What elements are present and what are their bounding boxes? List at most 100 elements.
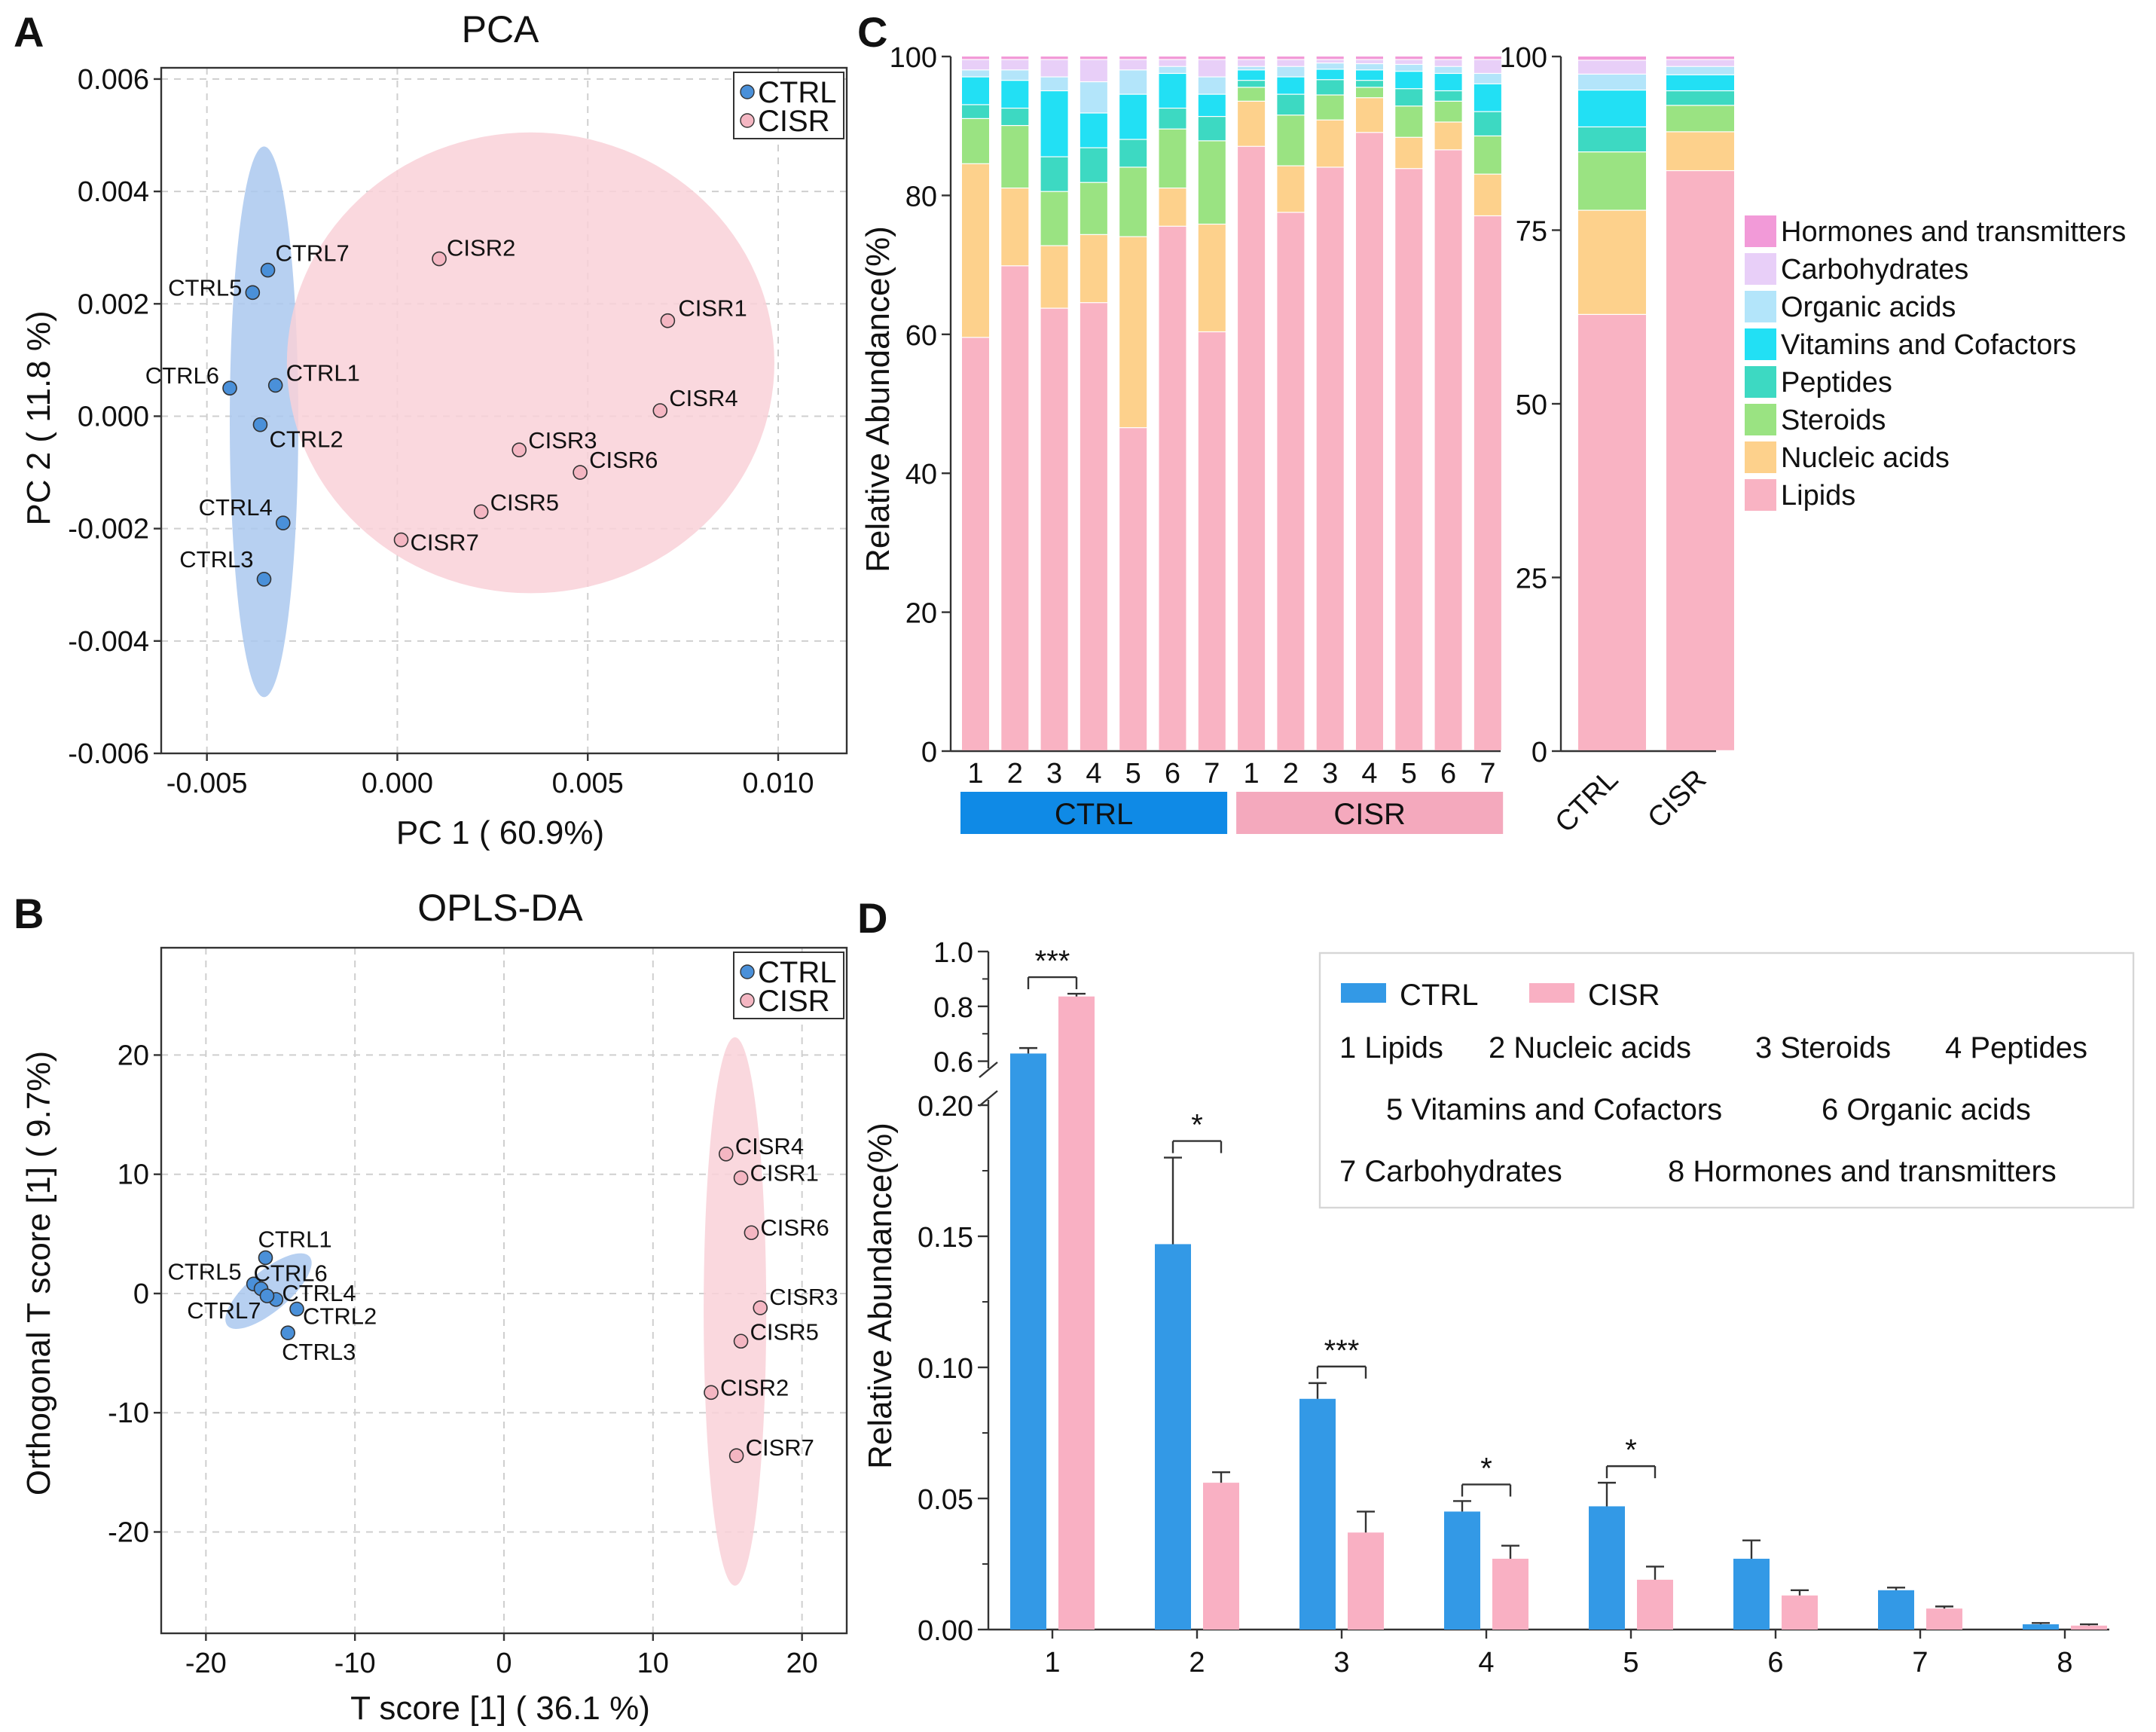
bar-segment-vitamins-and-cofactors: [1277, 77, 1305, 94]
c-summary-y-tick-label: 75: [1516, 216, 1547, 248]
bar-segment-vitamins-and-cofactors: [1040, 91, 1068, 157]
bar-segment-steroids: [1395, 106, 1423, 137]
point-label-cisr7: CISR7: [746, 1434, 814, 1461]
bar-segment-hormones-and-transmitters: [1316, 57, 1344, 60]
data-point-cisr1: [660, 313, 676, 328]
bar-segment-steroids: [1434, 101, 1462, 122]
bar-cisr-4: [1492, 1559, 1528, 1630]
summary-segment-hormones-and-transmitters: [1578, 57, 1646, 60]
bar-segment-carbohydrates: [1473, 60, 1501, 73]
data-point-cisr6: [573, 465, 588, 480]
bar-segment-nucleic-acids: [1395, 137, 1423, 169]
legend-box: [733, 72, 844, 139]
c-sample-label: 2: [1007, 758, 1023, 790]
bar-segment-organic-acids: [1080, 82, 1107, 113]
bar-segment-carbohydrates: [1080, 60, 1107, 81]
point-label-ctrl4: CTRL4: [199, 494, 273, 521]
bar-ctrl-7: [1878, 1590, 1914, 1630]
point-label-cisr3: CISR3: [528, 427, 597, 454]
point-label-cisr2: CISR2: [447, 235, 515, 261]
bar-segment-hormones-and-transmitters: [1159, 57, 1186, 60]
x-tick-label: 0.005: [552, 768, 624, 799]
c-legend-swatch: [1745, 328, 1776, 360]
bar-cisr-7: [1926, 1608, 1962, 1630]
y-tick-label: 0.004: [78, 176, 149, 208]
point-label-cisr6: CISR6: [589, 447, 658, 473]
bar-segment-lipids: [1198, 332, 1226, 750]
d-x-tick-label: 8: [2057, 1647, 2072, 1679]
bar-ctrl-3: [1299, 1398, 1336, 1630]
y-tick-label: 0.000: [78, 401, 149, 432]
data-point-ctrl2: [289, 1301, 304, 1317]
bar-cisr-2: [1203, 1483, 1239, 1630]
c-legend-swatch: [1745, 215, 1776, 247]
point-label-cisr2: CISR2: [720, 1374, 789, 1401]
c-legend-label: Organic acids: [1781, 292, 1956, 323]
composition-y-axis-label: Relative Abundance(%): [860, 226, 896, 573]
c-y-tick-label: 80: [905, 181, 937, 212]
summary-segment-carbohydrates: [1666, 60, 1734, 66]
bar-segment-hormones-and-transmitters: [1040, 57, 1068, 60]
pca-title: PCA: [462, 8, 539, 50]
c-summary-y-tick-label: 0: [1531, 737, 1547, 768]
d-x-tick-label: 3: [1333, 1647, 1349, 1679]
d-x-tick-label: 4: [1478, 1647, 1494, 1679]
d-legend-swatch-ctrl: [1341, 983, 1386, 1003]
group-label-cisr: CISR: [1333, 798, 1406, 831]
d-y-tick-label: 1.0: [933, 937, 973, 969]
y-tick-label: -0.006: [68, 738, 149, 770]
y-tick-label: 0.002: [78, 289, 149, 320]
bar-segment-steroids: [1159, 129, 1186, 188]
bar-segment-lipids: [1356, 133, 1383, 750]
bar-segment-carbohydrates: [1159, 60, 1186, 66]
bar-segment-peptides: [1238, 81, 1266, 87]
x-tick-label: 0: [496, 1648, 512, 1679]
oplsda-x-axis-label: T score [1] ( 36.1 %): [350, 1690, 650, 1727]
bar-ctrl-6: [1733, 1559, 1770, 1630]
data-point-cisr1: [733, 1170, 749, 1186]
data-point-cisr7: [728, 1448, 744, 1463]
summary-segment-vitamins-and-cofactors: [1578, 90, 1646, 127]
pca-y-axis-label: PC 2 ( 11.8 %): [20, 310, 57, 525]
bar-segment-steroids: [1356, 87, 1383, 98]
d-legend-label-ctrl: CTRL: [1400, 979, 1478, 1012]
d-legend-label-cisr: CISR: [1588, 979, 1660, 1012]
c-summary-y-tick-label: 50: [1516, 389, 1547, 421]
bar-segment-vitamins-and-cofactors: [1080, 113, 1107, 148]
point-label-ctrl7: CTRL7: [187, 1297, 261, 1324]
c-sample-label: 7: [1480, 758, 1495, 790]
data-point-ctrl7: [260, 262, 276, 278]
y-tick-label: 10: [118, 1159, 149, 1191]
summary-segment-peptides: [1578, 127, 1646, 152]
c-y-tick-label: 60: [905, 320, 937, 352]
legend-marker-cisr: [740, 113, 755, 128]
data-point-ctrl6: [222, 380, 237, 396]
c-legend-label: Peptides: [1781, 367, 1892, 399]
bar-segment-organic-acids: [1395, 65, 1423, 72]
summary-segment-peptides: [1666, 91, 1734, 105]
pca-x-axis-label: PC 1 ( 60.9%): [396, 814, 604, 851]
c-summary-y-tick-label: 100: [1500, 42, 1547, 74]
bar-segment-organic-acids: [962, 70, 989, 77]
panel-b-oplsda: B OPLS-DA CTRL1 CTRL2 CTRL3 CTRL4 CTRL5 CTRL6…: [14, 887, 848, 1727]
summary-segment-lipids: [1666, 171, 1734, 750]
d-x-tick-label: 6: [1767, 1647, 1783, 1679]
c-summary-label: CISR: [1641, 764, 1712, 835]
bar-ctrl-4: [1444, 1511, 1480, 1630]
oplsda-y-axis-label: Orthogonal T score [1] ( 9.7%): [20, 1051, 57, 1495]
bar-segment-carbohydrates: [1001, 60, 1029, 70]
d-legend-key: 2 Nucleic acids: [1489, 1031, 1691, 1065]
legend-label-ctrl: CTRL: [758, 956, 836, 989]
significance-label: ***: [1035, 945, 1070, 978]
bar-segment-peptides: [962, 105, 989, 118]
bar-segment-organic-acids: [1434, 66, 1462, 73]
bar-segment-lipids: [1001, 266, 1029, 750]
bar-segment-steroids: [1080, 182, 1107, 234]
bar-segment-nucleic-acids: [1434, 122, 1462, 150]
bar-segment-vitamins-and-cofactors: [1198, 94, 1226, 117]
bar-segment-peptides: [1159, 108, 1186, 129]
bar-segment-peptides: [1356, 81, 1383, 87]
bar-segment-peptides: [1473, 111, 1501, 136]
bar-segment-organic-acids: [1119, 70, 1147, 94]
bar-segment-hormones-and-transmitters: [1473, 57, 1501, 60]
